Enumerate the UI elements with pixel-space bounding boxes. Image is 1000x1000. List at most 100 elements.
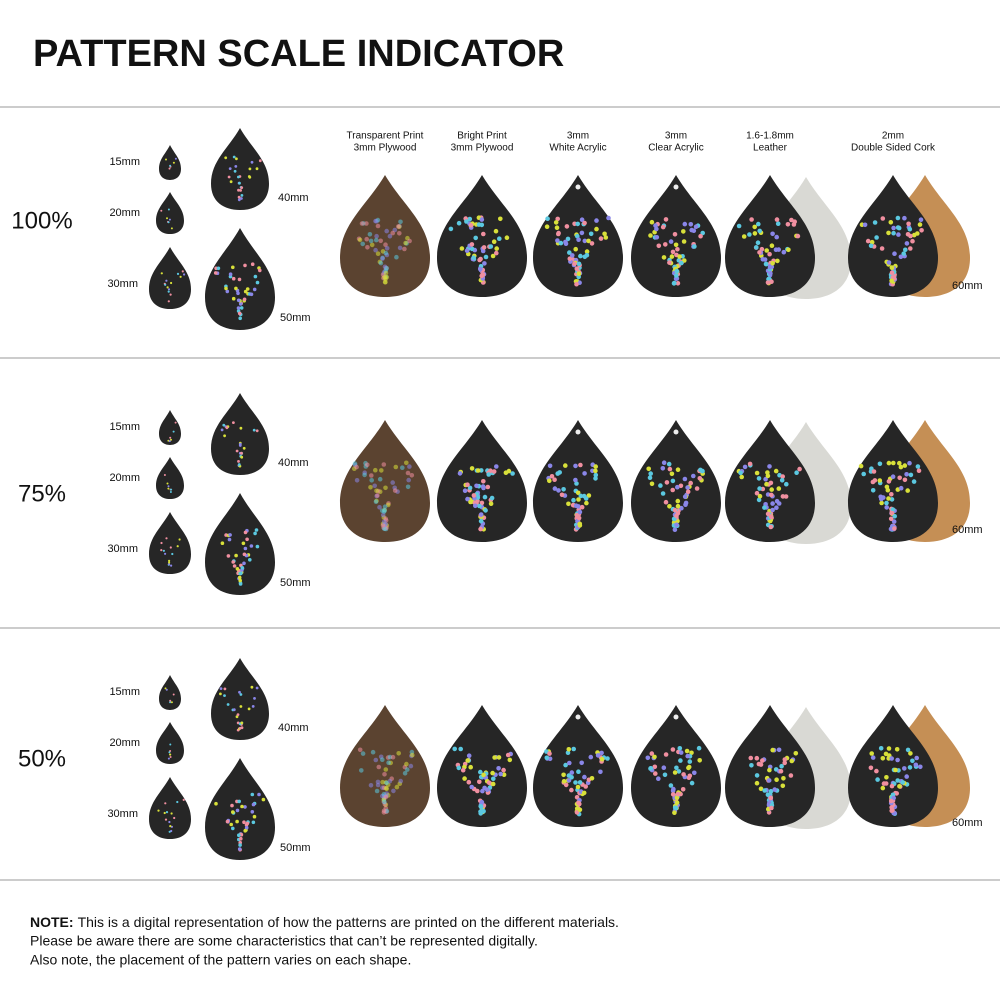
pattern-dot bbox=[167, 485, 170, 488]
pattern-dot bbox=[593, 476, 598, 481]
pattern-dot bbox=[544, 224, 550, 229]
pattern-dot bbox=[400, 465, 405, 471]
pattern-dot bbox=[235, 808, 240, 813]
pattern-dot bbox=[879, 500, 884, 506]
pattern-dot bbox=[675, 503, 681, 509]
pattern-dot bbox=[563, 762, 568, 768]
pattern-dot bbox=[381, 462, 387, 467]
pattern-dot bbox=[675, 791, 681, 797]
pattern-dot bbox=[473, 235, 479, 241]
size-label: 15mm bbox=[109, 421, 140, 433]
pattern-dot bbox=[905, 747, 911, 753]
pattern-dot bbox=[164, 552, 167, 555]
pattern-dot bbox=[458, 746, 464, 752]
pattern-dot bbox=[559, 492, 565, 498]
pattern-dot bbox=[234, 286, 238, 291]
pattern-dot bbox=[889, 756, 894, 761]
pattern-dot bbox=[167, 208, 170, 211]
pattern-dot bbox=[242, 820, 246, 824]
size-label: 50mm bbox=[280, 312, 311, 324]
teardrop bbox=[156, 722, 184, 764]
pattern-dot bbox=[380, 523, 386, 528]
pattern-dot bbox=[165, 158, 167, 161]
pattern-dot bbox=[563, 239, 568, 245]
pattern-dot bbox=[493, 228, 499, 234]
pattern-dot bbox=[663, 217, 669, 222]
pattern-dot bbox=[908, 472, 914, 478]
pattern-dot bbox=[474, 483, 479, 489]
pattern-dot bbox=[686, 765, 691, 771]
pattern-dot bbox=[380, 757, 385, 762]
size-label: 40mm bbox=[278, 457, 309, 469]
pattern-dot bbox=[573, 477, 578, 483]
pattern-dot bbox=[902, 463, 908, 468]
pattern-dot bbox=[754, 780, 760, 786]
size-label: 15mm bbox=[109, 686, 140, 698]
pattern-dot bbox=[172, 693, 175, 696]
pattern-dot bbox=[362, 472, 367, 478]
pattern-dot bbox=[168, 218, 171, 221]
pattern-dot bbox=[374, 788, 380, 794]
pattern-dot bbox=[780, 494, 786, 499]
pattern-dot bbox=[885, 487, 891, 493]
pattern-dot bbox=[684, 748, 690, 754]
pattern-dot bbox=[775, 221, 781, 226]
pattern-dot bbox=[479, 217, 485, 222]
pattern-dot bbox=[498, 771, 504, 777]
pattern-dot bbox=[672, 232, 678, 237]
material-label: 3mm bbox=[567, 131, 589, 142]
pattern-dot bbox=[468, 223, 474, 228]
pattern-dot bbox=[870, 755, 876, 760]
pattern-dot bbox=[576, 769, 581, 774]
pattern-dot bbox=[886, 746, 892, 751]
pattern-dot bbox=[483, 508, 488, 513]
pattern-dot bbox=[255, 429, 259, 433]
pattern-dot bbox=[897, 460, 902, 466]
hole bbox=[575, 714, 581, 720]
pattern-dot bbox=[237, 277, 242, 282]
pattern-dot bbox=[736, 223, 742, 229]
pattern-dot bbox=[252, 428, 256, 432]
material-label: Bright Print bbox=[457, 131, 507, 142]
pattern-dot bbox=[251, 802, 256, 807]
pattern-dot bbox=[169, 699, 172, 702]
pattern-dot bbox=[677, 254, 682, 259]
pattern-dot bbox=[471, 255, 476, 260]
pattern-dot bbox=[662, 772, 668, 778]
pattern-dot bbox=[390, 230, 396, 236]
pattern-dot bbox=[575, 221, 580, 227]
pattern-dot bbox=[918, 764, 923, 770]
hole bbox=[673, 714, 679, 720]
pattern-dot bbox=[226, 554, 231, 558]
pattern-dot bbox=[868, 243, 874, 249]
pattern-dot bbox=[171, 552, 174, 556]
pattern-dot bbox=[236, 306, 241, 310]
pattern-dot bbox=[408, 763, 414, 769]
pattern-dot bbox=[547, 751, 552, 756]
pattern-dot bbox=[795, 233, 801, 239]
pattern-dot bbox=[674, 795, 680, 800]
pattern-dot bbox=[874, 235, 879, 240]
pattern-dot bbox=[494, 246, 500, 251]
pattern-dot bbox=[473, 503, 478, 509]
pattern-dot bbox=[169, 756, 172, 758]
pattern-dot bbox=[383, 767, 389, 772]
size-label: 40mm bbox=[278, 192, 309, 204]
pattern-dot bbox=[505, 752, 511, 758]
pattern-dot bbox=[157, 809, 160, 812]
pattern-dot bbox=[237, 460, 240, 463]
pattern-dot bbox=[364, 221, 369, 226]
pattern-dot bbox=[170, 227, 173, 230]
pattern-dot bbox=[748, 755, 754, 761]
pattern-dot bbox=[752, 224, 757, 230]
pattern-dot bbox=[237, 575, 242, 580]
pattern-dot bbox=[884, 775, 889, 780]
pattern-dot bbox=[549, 474, 555, 479]
pattern-dot bbox=[405, 470, 411, 476]
pattern-dot bbox=[670, 249, 676, 255]
pattern-dot bbox=[762, 505, 767, 510]
pattern-dot bbox=[482, 261, 487, 266]
pattern-dot bbox=[652, 764, 658, 770]
scale-label: 50% bbox=[18, 745, 66, 772]
pattern-dot bbox=[394, 254, 399, 260]
